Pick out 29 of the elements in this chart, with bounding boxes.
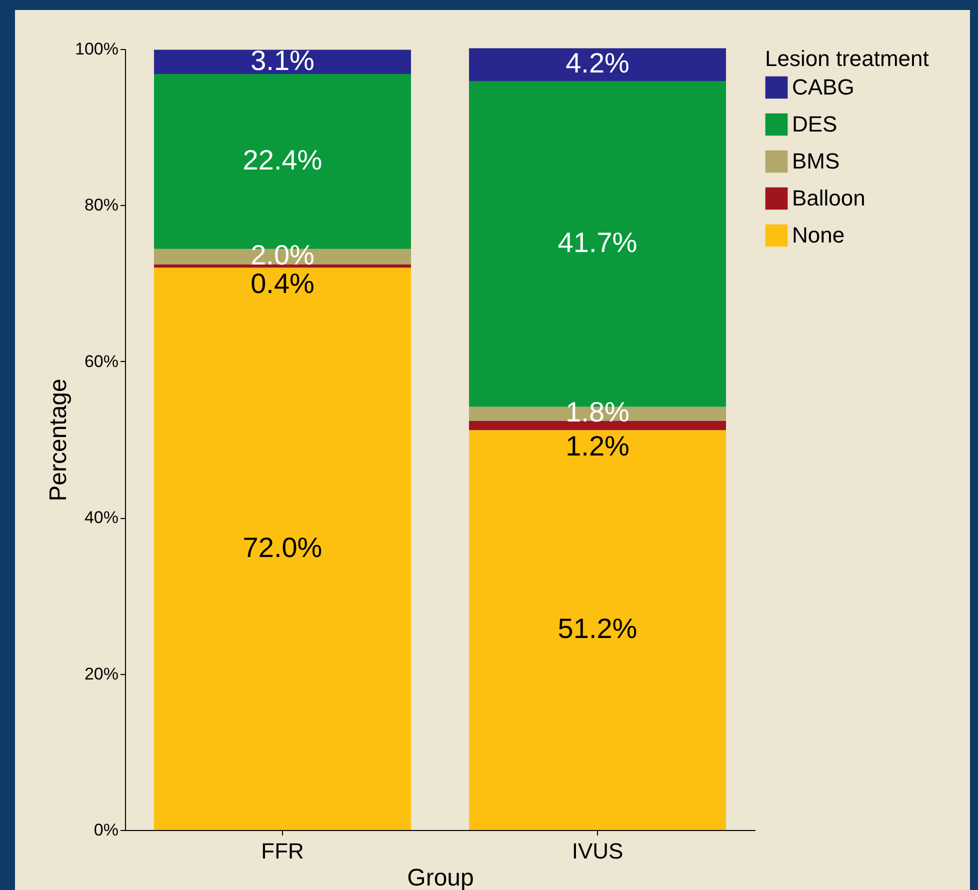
data-label: 41.7% — [558, 226, 638, 258]
bar — [469, 420, 726, 430]
legend-label: CABG — [792, 74, 854, 100]
bar — [469, 430, 726, 830]
y-tick-label: 0% — [94, 820, 118, 840]
data-label: 1.2% — [566, 430, 630, 462]
legend-label: Balloon — [792, 186, 866, 210]
data-label: 51.2% — [558, 613, 638, 644]
bar — [154, 264, 411, 268]
y-tick-label: 80% — [84, 196, 118, 215]
data-label: 72.0% — [242, 532, 322, 563]
x-tick-label: IVUS — [572, 838, 624, 864]
y-axis-title: Percentage — [45, 378, 72, 502]
data-label: 3.1% — [250, 44, 314, 76]
legend-title: Lesion treatment — [765, 46, 929, 71]
data-label: 22.4% — [242, 144, 322, 176]
legend-label: BMS — [792, 148, 840, 174]
y-tick-label: 60% — [84, 352, 118, 371]
y-tick-label: 100% — [75, 40, 118, 58]
bar — [469, 48, 726, 82]
y-tick-label: 40% — [84, 508, 118, 528]
bar — [154, 268, 411, 830]
legend-label: None — [792, 222, 845, 248]
y-tick-label: 20% — [84, 664, 118, 684]
x-tick-label: FFR — [261, 838, 304, 864]
data-label: 4.2% — [566, 48, 630, 79]
data-label: 1.8% — [566, 396, 630, 428]
bar — [154, 50, 411, 74]
legend-label: DES — [792, 112, 838, 136]
